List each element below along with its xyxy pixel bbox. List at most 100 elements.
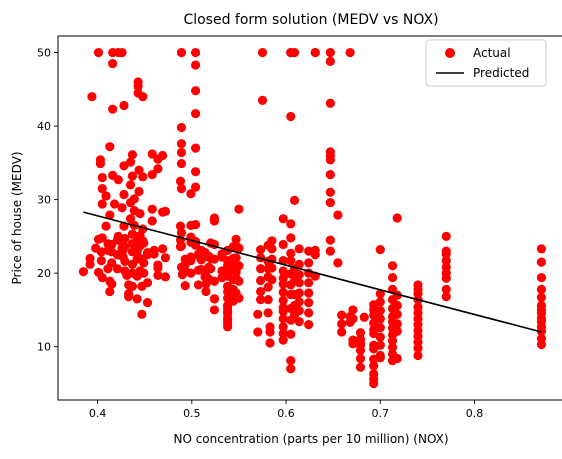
data-point-125 — [176, 122, 187, 133]
x-tick-label: 0.8 — [466, 407, 484, 420]
data-point-29 — [107, 279, 117, 289]
data-point-263 — [278, 328, 288, 339]
data-point-120 — [175, 176, 186, 186]
legend-actual-label: Actual — [473, 46, 511, 60]
data-point-306 — [310, 250, 320, 260]
data-point-98 — [142, 278, 153, 288]
data-point-95 — [139, 238, 149, 248]
data-point-115 — [158, 244, 168, 254]
scatter-series-actual — [78, 47, 547, 389]
data-point-254 — [278, 266, 288, 276]
data-point-108 — [153, 270, 163, 280]
data-point-2 — [85, 259, 95, 269]
data-point-291 — [294, 288, 304, 298]
data-point-344 — [369, 318, 379, 328]
data-point-204 — [223, 322, 233, 332]
data-point-240 — [263, 282, 273, 292]
data-point-124 — [176, 47, 187, 58]
data-point-37 — [112, 264, 122, 274]
data-point-47 — [119, 100, 129, 111]
data-point-418 — [536, 339, 547, 350]
data-point-71 — [129, 194, 139, 204]
data-point-318 — [325, 246, 335, 256]
data-point-362 — [375, 353, 385, 363]
data-point-294 — [294, 317, 304, 327]
data-point-269 — [286, 248, 296, 258]
data-point-17 — [101, 191, 111, 201]
data-point-23 — [105, 286, 115, 297]
data-point-107 — [149, 249, 159, 259]
data-point-181 — [209, 294, 220, 304]
data-point-96 — [139, 258, 149, 268]
data-point-408 — [536, 284, 547, 294]
data-point-245 — [265, 322, 275, 332]
x-tick-label: 0.6 — [277, 407, 295, 420]
data-point-281 — [289, 195, 300, 205]
data-point-103 — [147, 204, 157, 214]
plot-border — [57, 35, 562, 401]
data-point-372 — [387, 342, 398, 353]
data-point-214 — [231, 253, 241, 263]
data-point-277 — [286, 356, 296, 366]
data-point-267 — [286, 219, 296, 229]
legend: Actual Predicted — [425, 39, 547, 87]
data-point-257 — [278, 287, 288, 297]
data-point-258 — [278, 295, 288, 305]
data-point-355 — [375, 332, 385, 342]
data-point-123 — [176, 183, 187, 194]
data-point-350 — [369, 369, 379, 379]
data-point-13 — [97, 233, 107, 243]
data-point-302 — [304, 320, 314, 330]
data-point-147 — [190, 108, 201, 119]
data-point-104 — [147, 170, 157, 180]
data-point-361 — [375, 245, 385, 255]
plot-area — [57, 35, 562, 401]
data-point-244 — [265, 338, 275, 348]
data-point-261 — [278, 314, 288, 324]
data-point-7 — [93, 47, 104, 58]
data-point-143 — [186, 268, 196, 278]
data-point-227 — [253, 327, 263, 337]
data-point-182 — [209, 216, 220, 226]
data-point-321 — [337, 327, 347, 337]
data-point-402 — [441, 273, 451, 283]
data-point-381 — [392, 326, 402, 336]
data-point-234 — [257, 47, 268, 58]
data-point-316 — [325, 197, 335, 208]
data-point-99 — [142, 297, 153, 308]
y-tick-label: 40 — [37, 120, 51, 133]
data-point-130 — [176, 241, 187, 251]
data-point-126 — [176, 139, 187, 149]
data-point-224 — [234, 276, 244, 286]
data-point-315 — [325, 187, 335, 197]
data-point-39 — [113, 175, 123, 185]
data-point-3 — [87, 92, 97, 102]
data-point-363 — [387, 272, 398, 283]
data-point-313 — [325, 155, 335, 165]
data-point-256 — [278, 279, 288, 289]
data-point-135 — [180, 281, 190, 291]
data-point-24 — [105, 142, 115, 152]
x-tick-label: 0.5 — [183, 407, 201, 420]
data-point-60 — [125, 180, 136, 190]
data-point-320 — [333, 258, 343, 268]
data-point-270 — [286, 256, 296, 266]
data-point-168 — [201, 286, 211, 297]
y-tick-label: 30 — [37, 194, 51, 207]
data-point-351 — [369, 361, 379, 371]
data-point-336 — [355, 362, 366, 372]
data-point-9 — [95, 158, 106, 169]
data-point-116 — [160, 272, 171, 282]
data-point-358 — [375, 306, 385, 316]
data-point-322 — [337, 310, 347, 320]
data-point-292 — [294, 297, 304, 307]
data-point-15 — [97, 183, 107, 194]
data-point-221 — [234, 204, 244, 214]
data-point-225 — [234, 293, 244, 303]
data-point-324 — [345, 47, 355, 58]
data-point-242 — [263, 308, 273, 318]
data-point-216 — [231, 234, 241, 244]
data-point-127 — [176, 147, 187, 158]
data-point-335 — [355, 353, 366, 364]
